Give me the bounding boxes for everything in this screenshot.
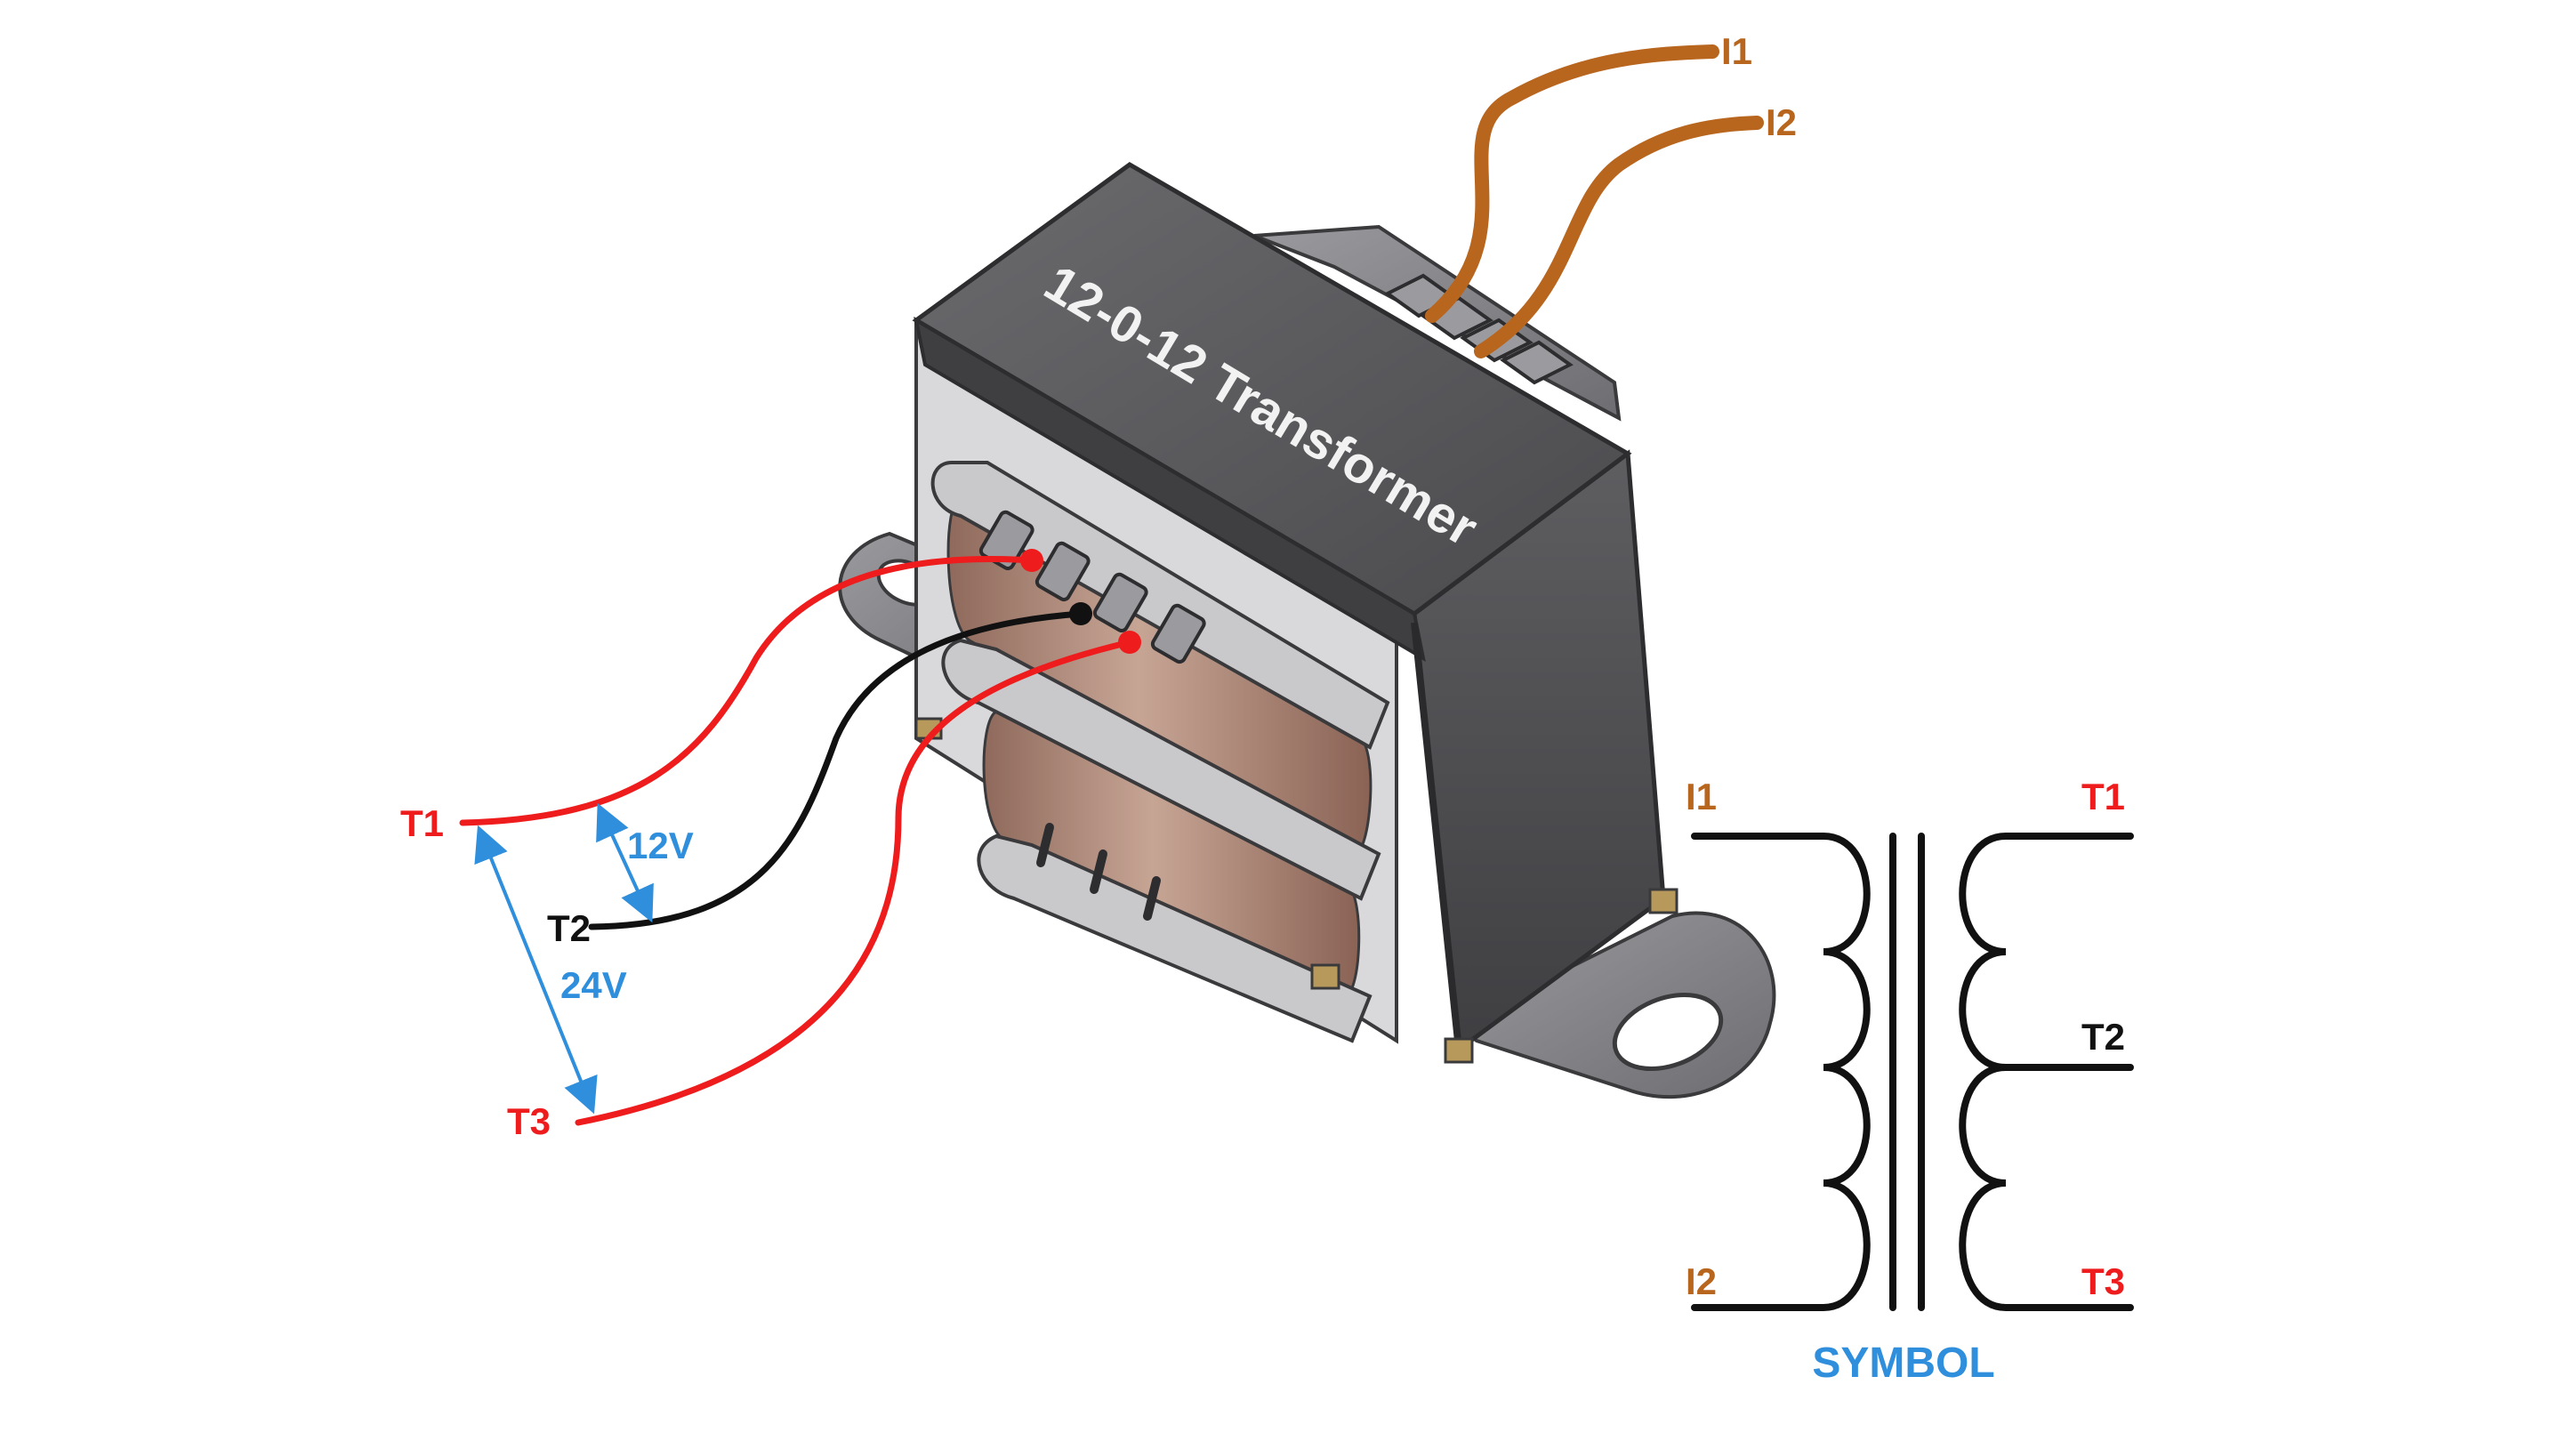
bottom-pins [1036, 823, 1161, 921]
bobbin-bottom-flange [977, 833, 1373, 1043]
right-mounting-hole [1612, 992, 1724, 1072]
transformer-body: 12-0-12 Transformer [838, 162, 1776, 1099]
symbol-primary-coil [1691, 833, 1871, 1311]
voltage-label-24v: 24V [560, 964, 627, 1006]
bobbin-mid-flange [941, 638, 1381, 901]
bobbin-top-flange [930, 461, 1390, 750]
output-label-t2: T2 [547, 907, 591, 949]
output-label-t1: T1 [400, 802, 444, 844]
symbol-secondary-coil [1959, 833, 2134, 1311]
symbol-label-i1: I1 [1686, 776, 1717, 817]
output-wire-t2 [588, 610, 1084, 930]
output-wire-t1 [459, 555, 1035, 826]
back-mounting-tab [1253, 224, 1622, 422]
input-wires [1425, 44, 1764, 358]
voltage-label-12v: 12V [627, 825, 694, 866]
front-terminals [978, 510, 1206, 664]
input-label-i2: I2 [1766, 101, 1797, 143]
transformer-symbol [1691, 833, 2134, 1311]
symbol-label-t1: T1 [2081, 776, 2125, 817]
input-label-i1: I1 [1721, 30, 1752, 72]
arrow-12v [596, 802, 654, 923]
input-wire-i1 [1425, 44, 1719, 323]
output-wires [459, 555, 1133, 1126]
voltage-arrows [474, 802, 654, 1115]
symbol-caption: SYMBOL [1812, 1340, 1994, 1387]
wire-solder-dots [1020, 549, 1141, 654]
symbol-label-t3: T3 [2081, 1260, 2125, 1302]
symbol-label-t2: T2 [2081, 1016, 2125, 1058]
output-wire-t3 [575, 639, 1133, 1126]
shroud-side-lip [914, 317, 1426, 662]
shroud-edge [1411, 622, 1462, 1051]
output-label-t3: T3 [507, 1100, 551, 1142]
symbol-label-i2: I2 [1686, 1260, 1717, 1302]
input-wire-i2 [1474, 116, 1764, 358]
arrow-24v [474, 825, 598, 1115]
